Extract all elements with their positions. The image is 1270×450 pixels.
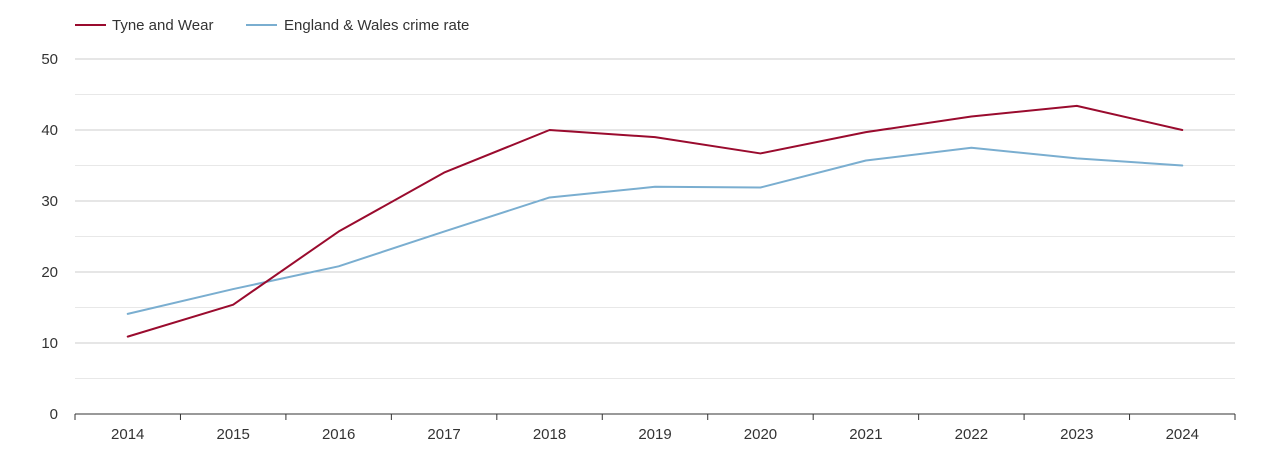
x-tick-label: 2021: [849, 426, 882, 443]
y-axis: 0 10 20 30 40 50: [41, 51, 58, 423]
legend-label-tyne-and-wear: Tyne and Wear: [112, 17, 213, 34]
x-tick-label: 2015: [216, 426, 249, 443]
x-tick-label: 2023: [1060, 426, 1093, 443]
series-layer: [126, 104, 1184, 338]
y-tick-label: 50: [41, 51, 58, 68]
gridlines: [75, 58, 1235, 379]
x-tick-label: 2017: [427, 426, 460, 443]
y-tick-label: 10: [41, 335, 58, 352]
x-tick-label: 2022: [955, 426, 988, 443]
series-line-tyne-and-wear: [126, 104, 1184, 338]
legend-label-england-wales: England & Wales crime rate: [284, 17, 469, 34]
x-axis: 2014 2015 2016 2017 2018 2019 2020 2021 2022 2023…: [74, 413, 1236, 443]
y-tick-label: 20: [41, 264, 58, 281]
x-tick-label: 2024: [1166, 426, 1199, 443]
series-line-england-wales: [126, 146, 1184, 315]
x-tick-label: 2016: [322, 426, 355, 443]
x-tick-label: 2019: [638, 426, 671, 443]
x-tick-label: 2020: [744, 426, 777, 443]
x-tick-label: 2018: [533, 426, 566, 443]
y-tick-label: 30: [41, 193, 58, 210]
x-tick-label: 2014: [111, 426, 144, 443]
legend: Tyne and Wear England & Wales crime rate: [75, 17, 469, 34]
y-tick-label: 0: [50, 406, 58, 423]
y-tick-label: 40: [41, 122, 58, 139]
